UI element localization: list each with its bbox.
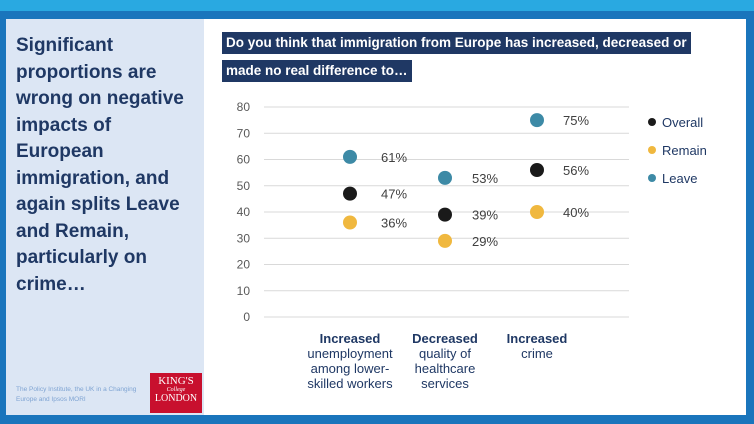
overall-point xyxy=(438,207,452,222)
y-tick-label: 30 xyxy=(237,231,251,245)
y-tick-label: 20 xyxy=(237,258,251,272)
leave-point xyxy=(343,149,357,164)
legend-marker-overall xyxy=(648,118,656,126)
leave-point xyxy=(530,113,544,128)
y-tick-label: 10 xyxy=(237,284,251,298)
side-heading: Significant proportions are wrong on neg… xyxy=(16,35,184,295)
x-category-label: services xyxy=(421,376,469,391)
overall-data-label: 56% xyxy=(563,163,589,178)
overall-point xyxy=(343,186,357,201)
y-tick-label: 70 xyxy=(237,126,251,140)
remain-data-label: 36% xyxy=(381,216,407,231)
chart-title-line2: made no real difference to… xyxy=(222,60,412,82)
x-category-label-bold: Decreased xyxy=(412,331,478,346)
scatter-chart: 01020304050607080Increasedunemploymentam… xyxy=(237,100,707,391)
overall-data-label: 47% xyxy=(381,187,407,202)
x-category-label: crime xyxy=(521,346,553,361)
overall-data-label: 39% xyxy=(472,208,498,223)
leave-point xyxy=(438,170,452,185)
x-category-label: skilled workers xyxy=(307,376,393,391)
remain-point xyxy=(438,233,452,248)
overall-point xyxy=(530,163,544,177)
logo-line2: College xyxy=(166,387,186,393)
chart-title-line1: Do you think that immigration from Europ… xyxy=(222,32,691,54)
legend-label-remain: Remain xyxy=(662,143,707,158)
remain-data-label: 40% xyxy=(563,205,589,220)
leave-data-label: 75% xyxy=(563,113,589,128)
legend-label-leave: Leave xyxy=(662,171,697,186)
kings-college-logo: KING'S College LONDON xyxy=(150,373,202,413)
remain-data-label: 29% xyxy=(472,234,498,249)
x-category-label: among lower- xyxy=(311,361,390,376)
legend-marker-leave xyxy=(648,174,656,182)
x-category-label: unemployment xyxy=(307,346,393,361)
y-tick-label: 80 xyxy=(237,100,251,114)
logo-line3: LONDON xyxy=(154,393,198,404)
chart-panel: Do you think that immigration from Europ… xyxy=(204,19,746,415)
y-tick-label: 60 xyxy=(237,153,251,167)
side-panel: Significant proportions are wrong on neg… xyxy=(6,19,204,415)
x-category-label-bold: Increased xyxy=(320,331,381,346)
leave-data-label: 61% xyxy=(381,150,407,165)
remain-point xyxy=(530,205,544,219)
remain-point xyxy=(343,215,357,230)
legend-marker-remain xyxy=(648,146,656,154)
source-credit: The Policy Institute, the UK in a Changi… xyxy=(16,386,137,403)
logo-line1: KING'S xyxy=(158,375,194,387)
y-tick-label: 50 xyxy=(237,179,251,193)
leave-data-label: 53% xyxy=(472,171,498,186)
x-category-label: healthcare xyxy=(415,361,476,376)
y-tick-label: 0 xyxy=(243,310,250,324)
top-accent-strip xyxy=(0,0,754,11)
x-category-label-bold: Increased xyxy=(507,331,568,346)
x-category-label: quality of xyxy=(419,346,471,361)
legend-label-overall: Overall xyxy=(662,115,703,130)
y-tick-label: 40 xyxy=(237,205,251,219)
